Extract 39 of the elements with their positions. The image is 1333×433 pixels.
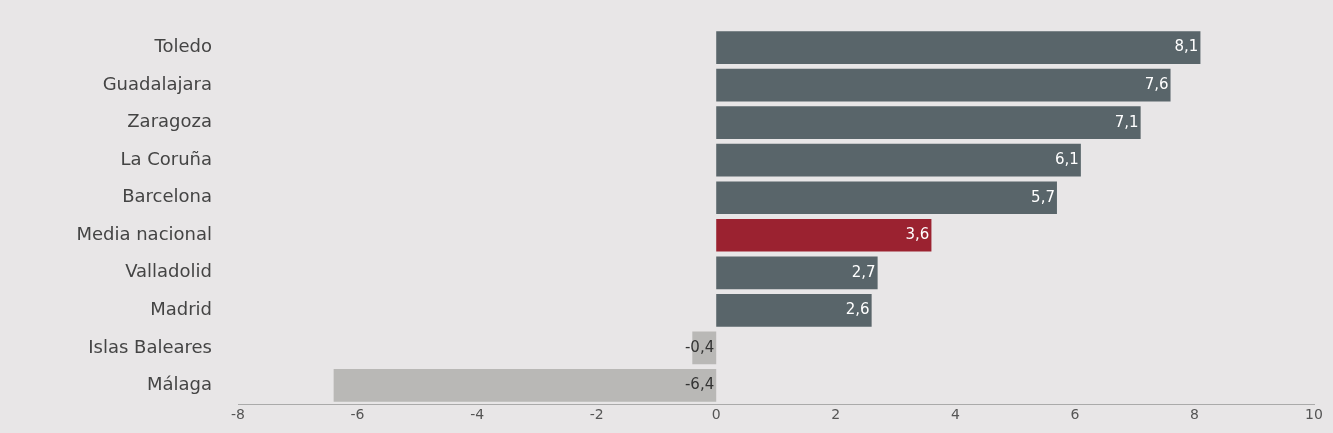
bar bbox=[716, 181, 1057, 215]
x-tick-label: -2 bbox=[589, 406, 604, 423]
data-label: 7,6 bbox=[1144, 75, 1169, 93]
x-tick-label: 0 bbox=[711, 406, 721, 423]
y-tick-label: Toledo bbox=[153, 35, 212, 57]
y-tick-label: La Coruña bbox=[120, 147, 212, 169]
x-tick-label: 8 bbox=[1189, 406, 1199, 423]
data-label: 2,7 bbox=[851, 262, 876, 281]
bar bbox=[716, 294, 872, 327]
bar bbox=[716, 106, 1141, 139]
y-tick-label: Barcelona bbox=[122, 185, 212, 207]
bar bbox=[716, 31, 1201, 64]
x-tick-label: 4 bbox=[950, 406, 960, 423]
data-label: 2,6 bbox=[845, 300, 870, 319]
bar bbox=[333, 369, 717, 402]
data-label: 3,6 bbox=[905, 225, 930, 244]
y-tick-label: Málaga bbox=[146, 373, 212, 395]
data-label: 6,1 bbox=[1055, 150, 1079, 169]
data-label: 5,7 bbox=[1031, 187, 1055, 206]
x-tick-label: 10 bbox=[1305, 406, 1323, 423]
bar bbox=[716, 218, 932, 252]
x-tick-label: -8 bbox=[231, 406, 245, 423]
x-tick-label: 2 bbox=[831, 406, 841, 423]
y-tick-label: Zaragoza bbox=[127, 110, 212, 132]
data-label: 7,1 bbox=[1114, 112, 1139, 131]
y-tick-label: Madrid bbox=[150, 298, 212, 320]
bar bbox=[716, 256, 878, 290]
x-tick-label: -6 bbox=[350, 406, 365, 423]
data-label: 8,1 bbox=[1174, 37, 1199, 56]
y-tick-label: Valladolid bbox=[125, 260, 212, 282]
y-tick-label: Media nacional bbox=[76, 222, 212, 244]
x-tick-label: 6 bbox=[1070, 406, 1080, 423]
bar bbox=[716, 68, 1171, 102]
y-tick-label: Islas Baleares bbox=[88, 335, 212, 357]
bar bbox=[716, 143, 1081, 177]
data-label: -0,4 bbox=[684, 337, 715, 356]
x-tick-label: -4 bbox=[470, 406, 485, 423]
data-label: -6,4 bbox=[684, 375, 715, 394]
y-tick-label: Guadalajara bbox=[102, 72, 212, 94]
